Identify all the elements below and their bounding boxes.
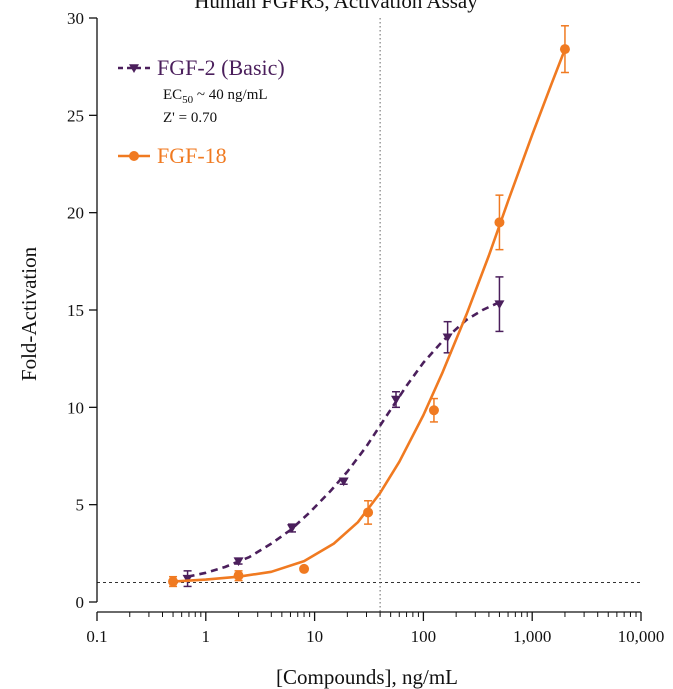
y-tick-label-10: 10: [67, 398, 84, 417]
y-tick-label-5: 5: [76, 496, 85, 515]
data-point-fgf-18-0: [168, 576, 179, 587]
ec50-suffix: ~ 40 ng/mL: [193, 87, 267, 103]
data-point-fgf-2-basic-4: [391, 395, 402, 405]
y-tick-label-30: 30: [67, 9, 84, 28]
fit-curve-fgf-2-basic: [187, 301, 500, 578]
axis-ticks: 0 5 10 15 20 25 30 0.1 1 10 100 1,000 10,000: [67, 9, 664, 646]
legend-label-fgf-18: FGF-18: [157, 143, 227, 168]
legend: FGF-2 (Basic) EC50 ~ 40 ng/mL Z' = 0.70 …: [118, 55, 285, 168]
series-layer: [168, 25, 570, 588]
y-tick-label-15: 15: [67, 301, 84, 320]
x-tick-label-1: 1: [202, 627, 211, 646]
ec50-annotation: EC50 ~ 40 ng/mL: [163, 87, 268, 106]
x-axis-title: [Compounds], ng/mL: [276, 665, 458, 689]
axes: [96, 18, 641, 613]
legend-entry-fgf-2: FGF-2 (Basic) EC50 ~ 40 ng/mL Z' = 0.70: [118, 55, 285, 126]
data-point-fgf-2-basic-2: [287, 524, 298, 534]
data-point-fgf-18-2: [299, 563, 310, 574]
legend-marker-triangle-down: [129, 64, 139, 73]
data-point-fgf-18-1: [233, 570, 244, 581]
data-point-fgf-2-basic-6: [494, 300, 505, 310]
ec50-subscript: 50: [182, 94, 194, 106]
legend-marker-circle: [129, 151, 139, 161]
x-tick-label-5: 10,000: [618, 627, 665, 646]
data-point-fgf-2-basic-1: [233, 557, 244, 567]
y-tick-label-25: 25: [67, 106, 84, 125]
data-point-fgf-2-basic-3: [338, 477, 349, 487]
legend-entry-fgf-18: FGF-18: [118, 143, 227, 168]
x-tick-label-2: 10: [306, 627, 323, 646]
reference-lines: [97, 18, 641, 616]
data-point-fgf-2-basic-0: [182, 574, 193, 584]
series-fgf-18: [168, 25, 570, 588]
y-tick-label-0: 0: [76, 593, 85, 612]
x-tick-label-0: 0.1: [86, 627, 107, 646]
data-point-fgf-18-3: [363, 507, 374, 518]
data-point-fgf-2-basic-5: [442, 333, 453, 343]
fit-curve-fgf-18: [172, 48, 567, 583]
y-axis-title: Fold-Activation: [17, 246, 41, 381]
x-tick-label-4: 1,000: [513, 627, 551, 646]
data-point-fgf-18-6: [559, 44, 570, 55]
z-prime-annotation: Z' = 0.70: [163, 110, 217, 126]
data-point-fgf-18-4: [428, 405, 439, 416]
ec50-prefix: EC: [163, 87, 182, 103]
data-point-fgf-18-5: [494, 217, 505, 228]
chart-title: Human FGFR3, Activation Assay: [194, 0, 478, 13]
legend-label-fgf-2: FGF-2 (Basic): [157, 55, 285, 80]
series-fgf-2-basic: [182, 276, 505, 588]
y-tick-label-20: 20: [67, 204, 84, 223]
x-tick-label-3: 100: [411, 627, 437, 646]
